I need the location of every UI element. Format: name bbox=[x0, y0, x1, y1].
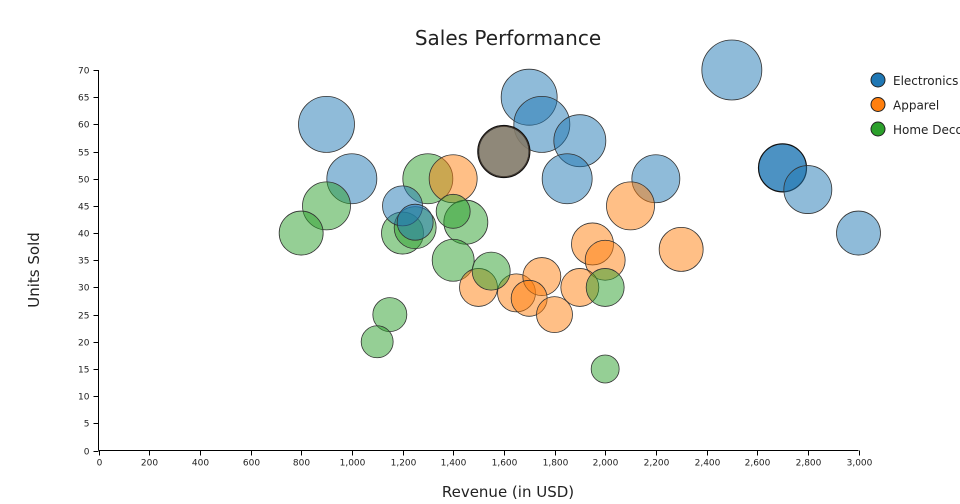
bubble-apparel[interactable] bbox=[536, 296, 573, 334]
x-tick-label: 1,200 bbox=[391, 459, 417, 469]
bubble-home-decor[interactable] bbox=[360, 325, 394, 359]
x-tick-label: 1,600 bbox=[492, 459, 518, 469]
y-ticks: 0 5 10 15 20 25 30 35 40 45 50 55 60 65 70 bbox=[78, 67, 99, 458]
bubble-electronics[interactable] bbox=[701, 39, 763, 101]
legend-marker-home-decor[interactable] bbox=[870, 121, 886, 137]
x-tick-label: 2,000 bbox=[593, 459, 619, 469]
x-tick-label: 1,000 bbox=[340, 459, 366, 469]
bubble-electronics[interactable] bbox=[298, 95, 355, 153]
bubbles-layer bbox=[278, 39, 881, 384]
legend-marker-electronics[interactable] bbox=[870, 72, 886, 88]
y-tick-label: 60 bbox=[78, 121, 90, 131]
y-tick-label: 5 bbox=[84, 420, 90, 430]
legend-label-electronics[interactable]: Electronics bbox=[893, 74, 958, 88]
bubble-electronics[interactable] bbox=[783, 165, 833, 214]
x-tick-label: 1,800 bbox=[543, 459, 569, 469]
x-tick-label: 0 bbox=[97, 459, 103, 469]
x-axis-title: Revenue (in USD) bbox=[442, 483, 574, 500]
bubble-electronics[interactable] bbox=[478, 126, 530, 177]
y-tick-label: 25 bbox=[78, 312, 89, 322]
bubble-electronics[interactable] bbox=[396, 203, 434, 241]
x-ticks: 0 200 400 600 800 1,000 1,200 1,400 1,600 1,800 2,… bbox=[97, 450, 873, 469]
y-tick-label: 35 bbox=[78, 257, 89, 267]
bubble-electronics[interactable] bbox=[836, 210, 881, 256]
chart-title: Sales Performance bbox=[415, 26, 601, 50]
legend-marker-apparel[interactable] bbox=[870, 97, 886, 112]
y-tick-label: 30 bbox=[78, 284, 90, 294]
x-tick-label: 2,400 bbox=[695, 459, 721, 469]
y-tick-label: 40 bbox=[78, 230, 90, 240]
legend-label-apparel[interactable]: Apparel bbox=[893, 99, 939, 113]
bubble-home-decor[interactable] bbox=[431, 238, 475, 282]
y-axis-title: Units Sold bbox=[25, 232, 43, 308]
bubble-electronics[interactable] bbox=[541, 153, 593, 205]
x-tick-label: 3,000 bbox=[847, 459, 873, 469]
y-tick-label: 0 bbox=[84, 448, 90, 458]
bubble-home-decor[interactable] bbox=[435, 193, 471, 229]
y-tick-label: 20 bbox=[78, 339, 90, 349]
x-tick-label: 2,200 bbox=[644, 459, 670, 469]
axes: 0 200 400 600 800 1,000 1,200 1,400 1,600 1,800 2,… bbox=[78, 67, 873, 469]
y-tick-label: 45 bbox=[78, 203, 89, 213]
legend-label-home-decor[interactable]: Home Decor bbox=[893, 123, 960, 137]
y-tick-label: 70 bbox=[78, 67, 90, 77]
x-tick-label: 600 bbox=[243, 459, 260, 469]
x-tick-label: 400 bbox=[192, 459, 209, 469]
bubble-apparel[interactable] bbox=[606, 181, 655, 231]
legend: Electronics Apparel Home Decor bbox=[870, 72, 960, 137]
y-tick-label: 15 bbox=[78, 366, 89, 376]
bubble-home-decor[interactable] bbox=[590, 354, 620, 384]
y-tick-label: 55 bbox=[78, 149, 89, 159]
y-tick-label: 50 bbox=[78, 176, 90, 186]
x-tick-label: 2,800 bbox=[796, 459, 822, 469]
x-tick-label: 2,600 bbox=[745, 459, 771, 469]
x-tick-label: 1,400 bbox=[441, 459, 467, 469]
y-tick-label: 65 bbox=[78, 94, 89, 104]
bubble-home-decor[interactable] bbox=[471, 251, 511, 291]
x-tick-label: 800 bbox=[293, 459, 310, 469]
bubble-home-decor[interactable] bbox=[585, 268, 625, 307]
y-tick-label: 10 bbox=[78, 393, 90, 403]
bubble-home-decor[interactable] bbox=[278, 210, 324, 256]
x-tick-label: 200 bbox=[141, 459, 158, 469]
bubble-apparel[interactable] bbox=[658, 226, 704, 272]
